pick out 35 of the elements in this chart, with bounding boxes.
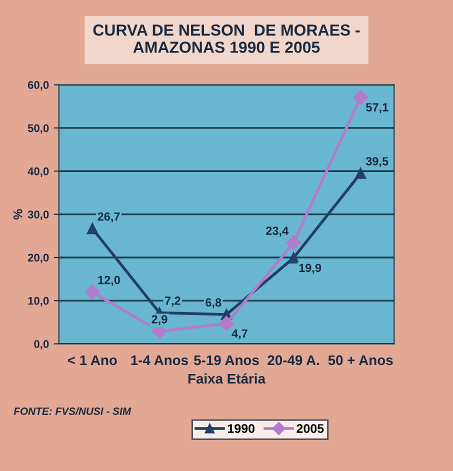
x-tick-label: 1-4 Anos — [131, 355, 188, 366]
point — [288, 252, 300, 264]
data-label: 57,1 — [366, 103, 388, 114]
y-tick-label: 60,0 — [28, 81, 49, 91]
y-tick-label: 30,0 — [28, 210, 49, 220]
legend-label: 1990 — [228, 424, 255, 433]
point — [355, 168, 366, 179]
y-tick-label: 0,0 — [34, 340, 49, 350]
data-label: 4,7 — [232, 329, 248, 340]
point — [84, 284, 100, 300]
data-label: 26,7 — [98, 212, 120, 222]
y-tick-label: 10,0 — [28, 296, 49, 306]
point — [286, 235, 302, 250]
x-tick-label: 20-49 A. — [268, 355, 319, 366]
y-tick-label: 40,0 — [28, 167, 49, 177]
data-label: 23,4 — [266, 226, 289, 237]
y-axis-title: % — [13, 209, 22, 220]
y-tick-label: 50,0 — [28, 124, 49, 134]
point — [353, 90, 368, 105]
x-axis-title: Faixa Etária — [188, 373, 266, 384]
y-tick-label: 20,0 — [28, 254, 49, 264]
x-tick-label: 5-19 Anos — [194, 355, 259, 366]
chart-title: CURVA DE NELSON DE MORAES - AMAZONAS 1990 E 2005 — [93, 24, 360, 53]
data-label: 12,0 — [98, 276, 120, 286]
point — [86, 222, 98, 234]
data-label: 2,9 — [152, 315, 168, 326]
x-tick-label: 50 + Anos — [328, 355, 393, 366]
legend-label: 2005 — [296, 424, 324, 433]
point — [218, 316, 234, 332]
data-label: 7,2 — [164, 296, 180, 307]
data-label: 6,8 — [206, 298, 222, 308]
data-label: 39,5 — [366, 157, 388, 168]
source-note: FONTE: FVS/NUSI - SIM — [14, 407, 132, 416]
x-tick-label: < 1 Ano — [68, 355, 117, 366]
data-label: 19,9 — [299, 264, 322, 274]
